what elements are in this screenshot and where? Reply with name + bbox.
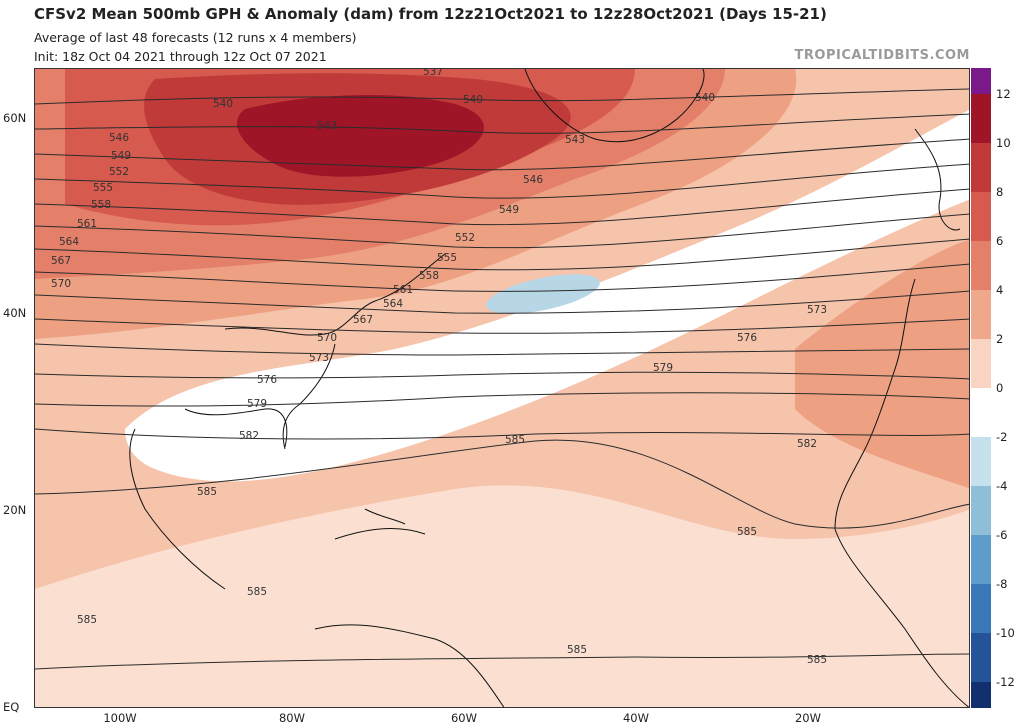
contour-label: 540 xyxy=(213,98,233,110)
colorbar-segment xyxy=(971,437,991,486)
map-panel: 540 540 540 543 543 546 546 549 549 552 … xyxy=(34,68,970,708)
contour-label: 576 xyxy=(737,332,757,344)
contour-label: 552 xyxy=(455,232,475,244)
anomaly-negative-patch xyxy=(486,274,600,314)
contour-label: 540 xyxy=(463,94,483,106)
colorbar-label: -12 xyxy=(996,675,1015,689)
contour-label: 555 xyxy=(93,182,113,194)
map-canvas: 540 540 540 543 543 546 546 549 549 552 … xyxy=(35,69,969,707)
contour-label: 543 xyxy=(565,134,585,146)
colorbar-label: -2 xyxy=(996,430,1008,444)
colorbar-label: -4 xyxy=(996,479,1008,493)
contour-label: 585 xyxy=(737,526,757,538)
lat-label-20n: 20N xyxy=(3,503,27,517)
contour-label: 573 xyxy=(309,352,329,364)
colorbar-label: 0 xyxy=(996,381,1004,395)
contour-label: 549 xyxy=(111,150,131,162)
contour-label: 585 xyxy=(247,586,267,598)
contour-label: 582 xyxy=(797,438,817,450)
contour-label: 537 xyxy=(423,69,443,78)
lon-label-20w: 20W xyxy=(794,711,822,725)
contour-label: 570 xyxy=(51,278,71,290)
colorbar-segment xyxy=(971,241,991,290)
anomaly-light-band xyxy=(35,485,969,707)
colorbar-label: 8 xyxy=(996,185,1004,199)
contour-label: 564 xyxy=(383,298,403,310)
contour-label: 546 xyxy=(109,132,129,144)
lon-label-40w: 40W xyxy=(622,711,650,725)
contour-label: 567 xyxy=(51,255,71,267)
coastline-greenland xyxy=(524,69,705,143)
contour-label: 570 xyxy=(317,332,337,344)
contour-label: 546 xyxy=(523,174,543,186)
anomaly-neutral-band xyxy=(125,110,969,482)
colorbar-label: 12 xyxy=(996,87,1011,101)
contour-label: 585 xyxy=(567,644,587,656)
contour-label: 573 xyxy=(807,304,827,316)
lat-label-40n: 40N xyxy=(3,306,27,320)
lat-label-eq: EQ xyxy=(3,700,20,714)
contour-label: 576 xyxy=(257,374,277,386)
colorbar-label: 2 xyxy=(996,332,1004,346)
coastline-africa-iberia xyxy=(834,278,969,707)
coastline-south-america xyxy=(314,624,505,707)
map-subtitle-init: Init: 18z Oct 04 2021 through 12z Oct 07… xyxy=(34,49,327,64)
coastline-gulf xyxy=(129,408,288,590)
colorbar-label: 6 xyxy=(996,234,1004,248)
contour-label: 582 xyxy=(239,430,259,442)
contour-label: 558 xyxy=(419,270,439,282)
map-title: CFSv2 Mean 500mb GPH & Anomaly (dam) fro… xyxy=(34,5,827,23)
contour-label: 549 xyxy=(499,204,519,216)
contour-label: 561 xyxy=(77,218,97,230)
anomaly-level-12 xyxy=(236,94,484,177)
contour-label: 585 xyxy=(197,486,217,498)
contour-label: 579 xyxy=(653,362,673,374)
contour-label: 540 xyxy=(695,92,715,104)
lon-label-80w: 80W xyxy=(278,711,306,725)
contour-label: 561 xyxy=(393,284,413,296)
map-subtitle-forecasts: Average of last 48 forecasts (12 runs x … xyxy=(34,30,357,45)
colorbar-label: -10 xyxy=(996,626,1015,640)
colorbar-segment xyxy=(971,192,991,241)
colorbar-segment xyxy=(971,68,991,94)
contour-label: 555 xyxy=(437,252,457,264)
brand-watermark: TROPICALTIDBITS.COM xyxy=(794,48,970,63)
lat-label-60n: 60N xyxy=(3,111,27,125)
colorbar-label: -8 xyxy=(996,577,1008,591)
colorbar-segment xyxy=(971,486,991,535)
contour-label: 558 xyxy=(91,199,111,211)
contour-label: 585 xyxy=(505,434,525,446)
colorbar-segment xyxy=(971,94,991,143)
colorbar-segment xyxy=(971,682,991,708)
contour-label: 564 xyxy=(59,236,79,248)
contour-label: 579 xyxy=(247,398,267,410)
colorbar-label: -6 xyxy=(996,528,1008,542)
colorbar-segment xyxy=(971,388,991,437)
coastline-british-isles xyxy=(914,128,961,231)
contour-label: 585 xyxy=(77,614,97,626)
contour-label: 552 xyxy=(109,166,129,178)
contour-label: 567 xyxy=(353,314,373,326)
colorbar-segment xyxy=(971,143,991,192)
contour-label: 585 xyxy=(807,654,827,666)
colorbar-segment xyxy=(971,290,991,339)
contour-label: 543 xyxy=(317,120,337,132)
height-contours xyxy=(35,88,969,670)
colorbar-segment xyxy=(971,584,991,633)
colorbar-label: 10 xyxy=(996,136,1011,150)
colorbar-segment xyxy=(971,535,991,584)
anomaly-colorbar xyxy=(971,68,991,708)
lon-label-100w: 100W xyxy=(103,711,137,725)
colorbar-segment xyxy=(971,633,991,682)
coastline-caribbean xyxy=(334,508,426,540)
colorbar-label: 4 xyxy=(996,283,1004,297)
lon-label-60w: 60W xyxy=(450,711,478,725)
anomaly-east-warm xyxy=(795,239,969,489)
colorbar-segment xyxy=(971,339,991,388)
